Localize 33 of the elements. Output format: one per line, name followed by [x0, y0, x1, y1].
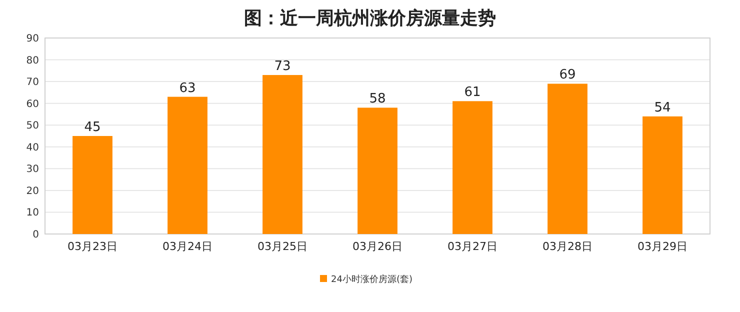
data-label: 45	[84, 120, 101, 135]
data-label: 58	[369, 92, 386, 107]
y-tick-label: 0	[32, 230, 39, 240]
x-tick-label: 03月27日	[448, 240, 498, 253]
x-tick-label: 03月28日	[542, 240, 592, 253]
bar	[642, 116, 682, 234]
x-tick-label: 03月25日	[258, 240, 308, 253]
bar	[548, 84, 588, 234]
y-tick-label: 10	[26, 208, 39, 219]
x-tick-label: 03月24日	[162, 240, 212, 253]
y-tick-label: 20	[26, 186, 39, 197]
bar	[262, 75, 302, 234]
y-tick-label: 30	[26, 164, 39, 176]
legend-label: 24小时涨价房源(套)	[331, 274, 412, 285]
x-tick-label: 03月23日	[68, 240, 118, 253]
bar	[358, 108, 398, 234]
data-label: 63	[179, 80, 196, 96]
bar	[168, 96, 208, 234]
y-tick-label: 50	[26, 120, 39, 132]
y-tick-label: 90	[26, 34, 39, 44]
data-label: 73	[274, 59, 291, 74]
bar	[72, 136, 112, 234]
y-tick-label: 60	[26, 98, 39, 110]
chart-title: 图：近一周杭州涨价房源量走势	[244, 8, 496, 29]
y-tick-label: 70	[26, 77, 39, 88]
y-tick-label: 40	[26, 142, 39, 154]
x-tick-label: 03月26日	[352, 240, 402, 253]
x-tick-label: 03月29日	[638, 240, 688, 253]
data-label: 54	[654, 100, 671, 116]
bar	[452, 101, 492, 234]
data-label: 69	[559, 68, 576, 83]
data-label: 61	[464, 85, 481, 100]
y-tick-label: 80	[26, 55, 39, 66]
